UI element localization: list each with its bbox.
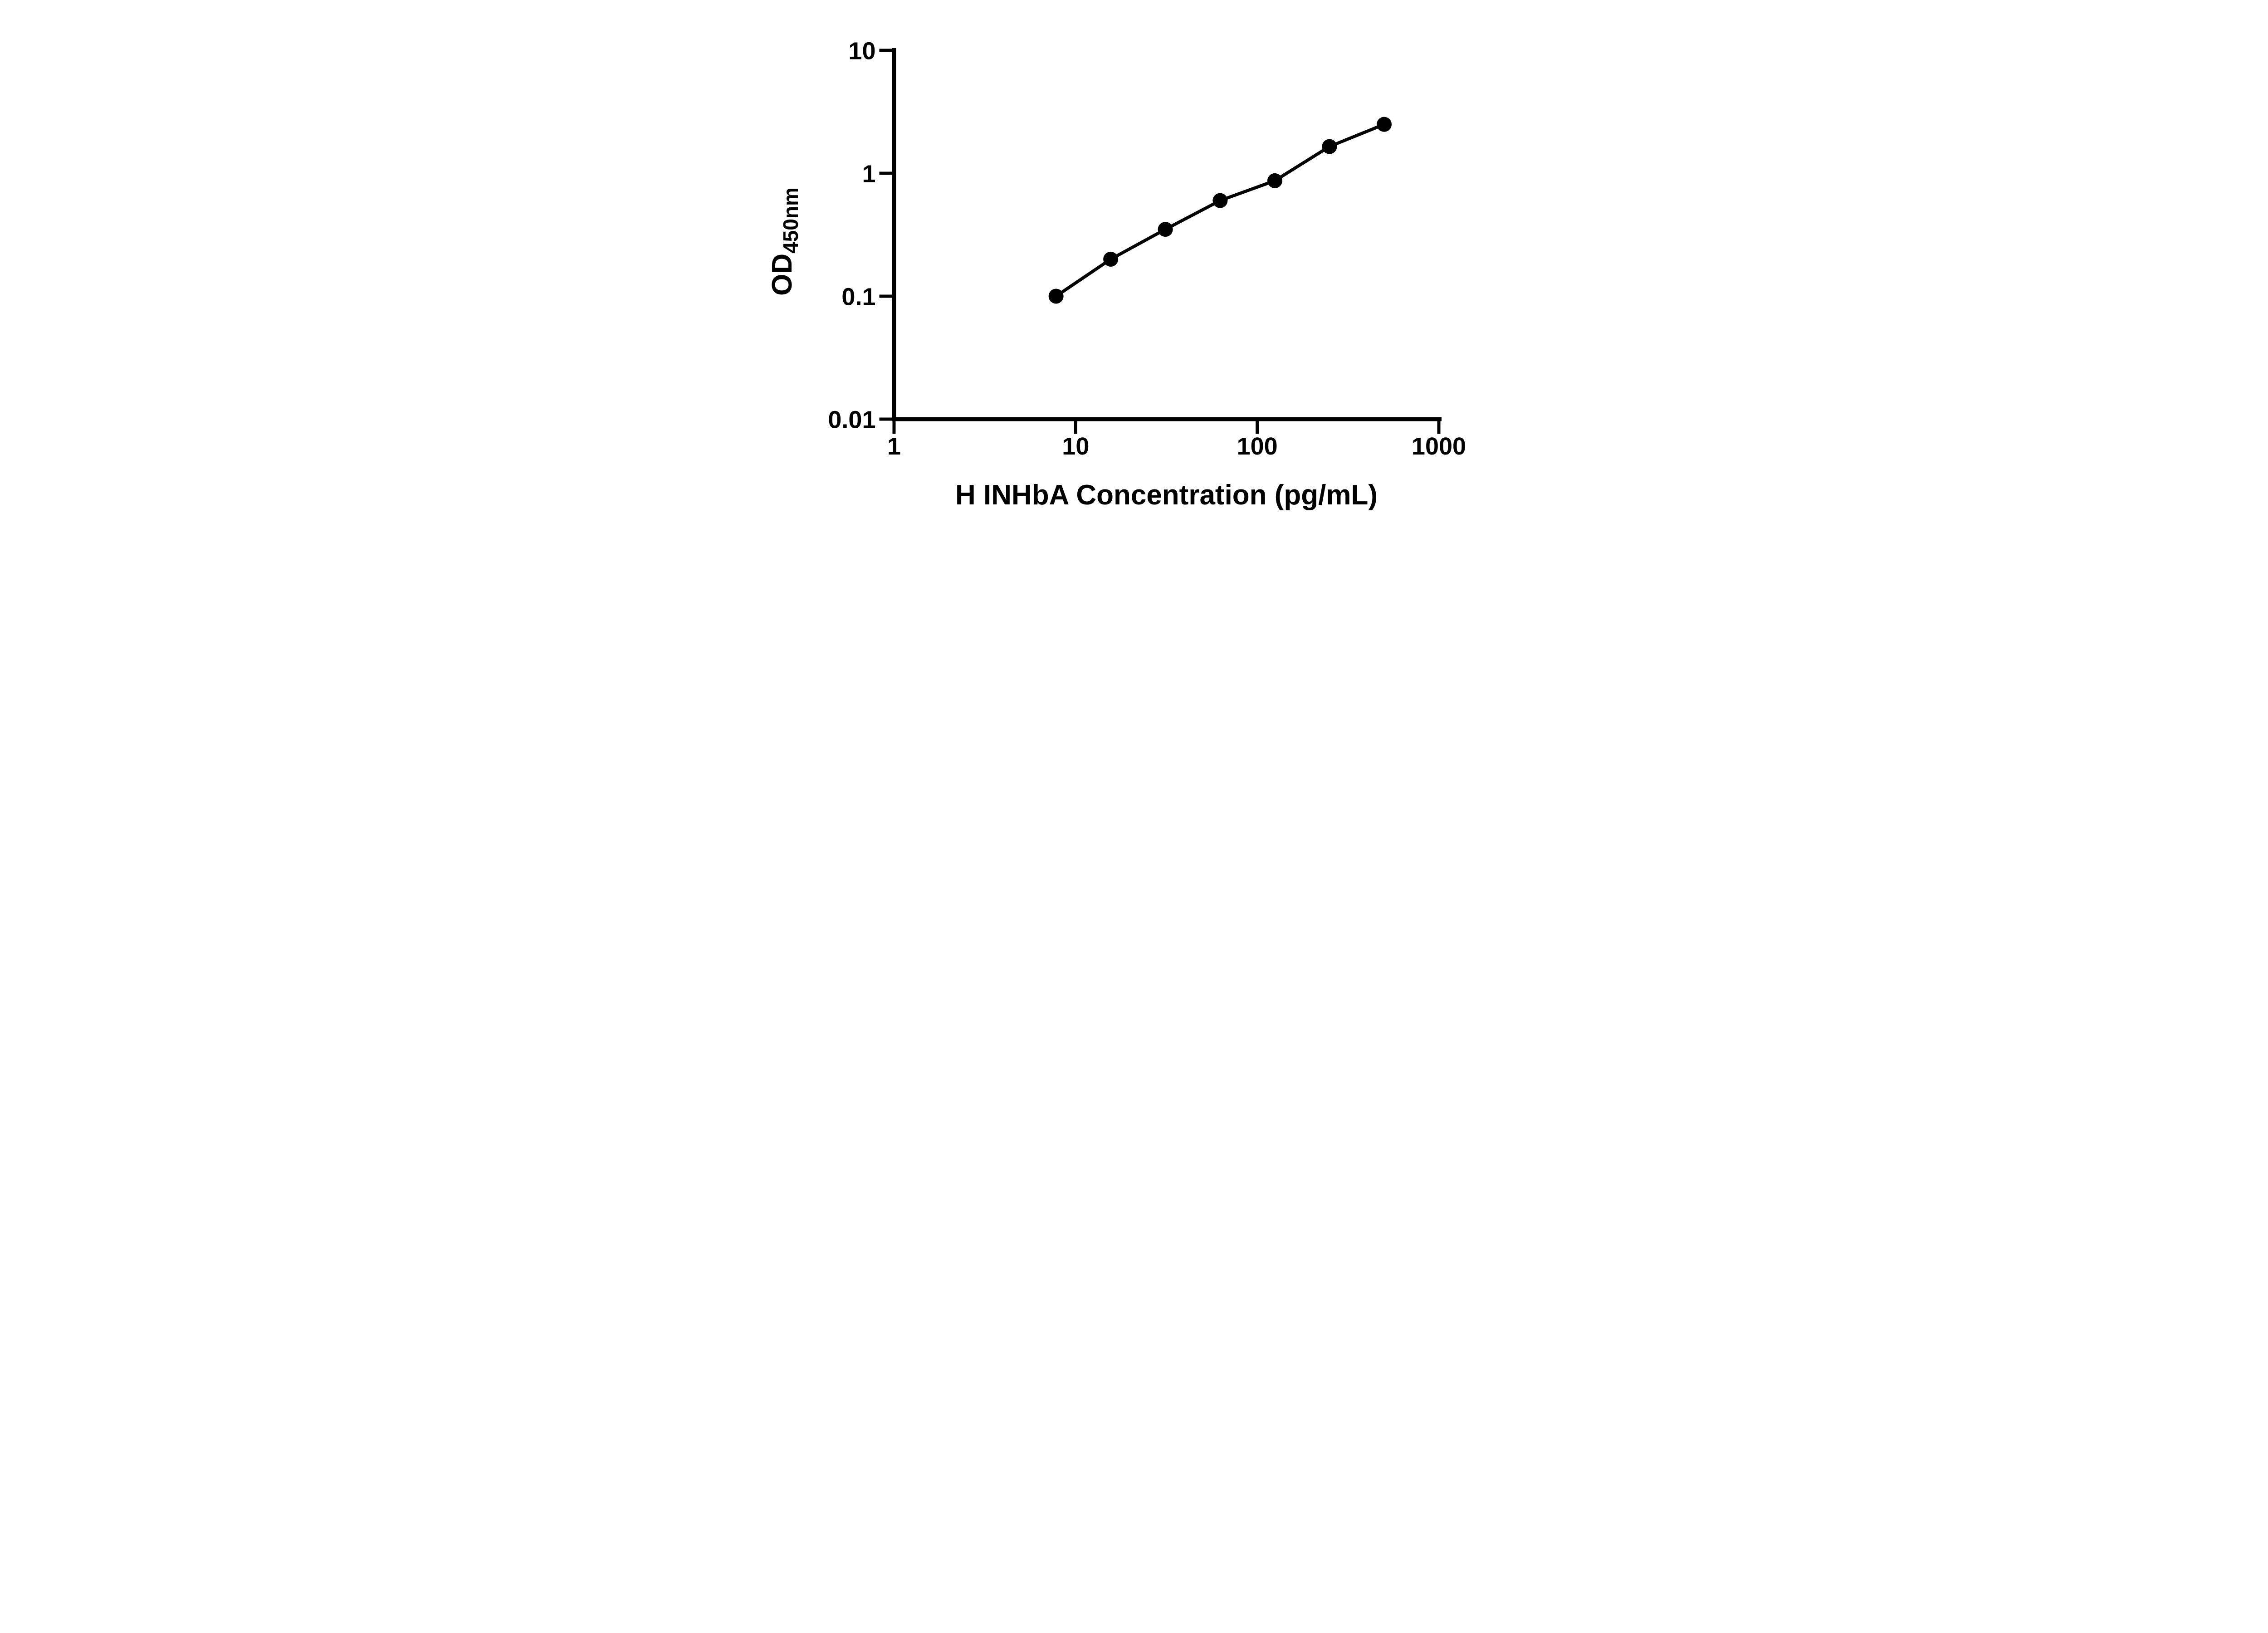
y-tick-label: 0.01 — [828, 406, 875, 433]
x-axis-ticks: 1 10 100 1000 — [887, 421, 1466, 460]
y-tick-label: 10 — [848, 37, 875, 64]
y-tick-label: 1 — [862, 160, 875, 187]
x-tick-label: 100 — [1237, 433, 1278, 460]
x-tick-label: 10 — [1062, 433, 1089, 460]
elisa-standard-curve-figure: 1 10 100 1000 10 1 0.1 0.01 H INHbA Concentrat… — [746, 0, 1522, 544]
x-tick-label: 1000 — [1412, 433, 1466, 460]
data-point — [1322, 139, 1337, 154]
y-axis-title-main: OD — [767, 254, 798, 296]
data-point — [1048, 288, 1064, 304]
data-point — [1376, 117, 1392, 132]
elisa-standard-curve-chart: 1 10 100 1000 10 1 0.1 0.01 H INHbA Concentrat… — [767, 37, 1466, 511]
data-point — [1158, 222, 1173, 237]
y-axis-ticks: 10 1 0.1 0.01 — [828, 37, 892, 433]
data-points — [1048, 117, 1392, 304]
y-axis-title: OD450nm — [767, 187, 802, 296]
data-point — [1267, 173, 1282, 188]
y-tick-label: 0.1 — [841, 283, 875, 310]
x-tick-label: 1 — [887, 433, 901, 460]
y-axis-title-subscript: 450nm — [779, 187, 802, 254]
data-point — [1103, 251, 1119, 267]
data-point — [1212, 193, 1228, 208]
x-axis-title: H INHbA Concentration (pg/mL) — [955, 479, 1378, 511]
